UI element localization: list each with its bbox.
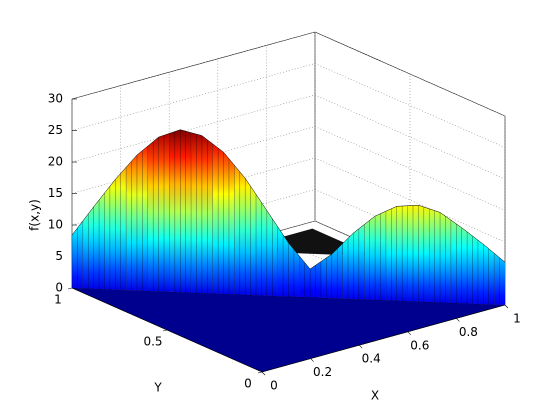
grid-line <box>71 31 316 100</box>
x-tick-label: 0 <box>270 379 278 393</box>
tick-mark <box>261 371 266 376</box>
tick-mark <box>257 371 263 374</box>
x-tick-label: 0.4 <box>362 352 381 366</box>
z-tick-label: 25 <box>48 123 63 137</box>
z-tick-label: 30 <box>48 92 63 106</box>
tick-mark <box>358 344 363 349</box>
grid-line <box>71 94 316 163</box>
z-axis-label: f(x,y) <box>28 199 42 231</box>
x-tick-label: 0.6 <box>410 338 429 352</box>
x-axis-label: X <box>371 389 379 403</box>
z-tick-label: 5 <box>55 249 63 263</box>
y-axis-label: Y <box>153 381 162 395</box>
z-tick-label: 10 <box>48 218 63 232</box>
tick-mark <box>407 331 412 336</box>
x-tick-label: 1 <box>513 312 521 326</box>
x-tick-label: 0.2 <box>313 365 332 379</box>
surface-ridge <box>71 129 506 270</box>
tick-mark <box>504 304 509 309</box>
box-edge <box>71 287 263 373</box>
tick-mark <box>456 318 460 322</box>
tick-mark <box>310 358 314 362</box>
y-tick-label: 0.5 <box>143 335 162 349</box>
tick-mark <box>67 287 73 290</box>
box-edge <box>261 304 506 373</box>
z-tick-label: 20 <box>48 155 63 169</box>
y-tick-label: 1 <box>54 293 62 307</box>
z-tick-label: 15 <box>48 186 63 200</box>
x-tick-label: 0.8 <box>459 325 478 339</box>
tick-mark <box>162 329 168 332</box>
grid-line <box>71 63 316 131</box>
y-tick-label: 0 <box>244 377 252 391</box>
z-tick-label: 0 <box>55 281 63 295</box>
box-edge <box>314 31 506 117</box>
